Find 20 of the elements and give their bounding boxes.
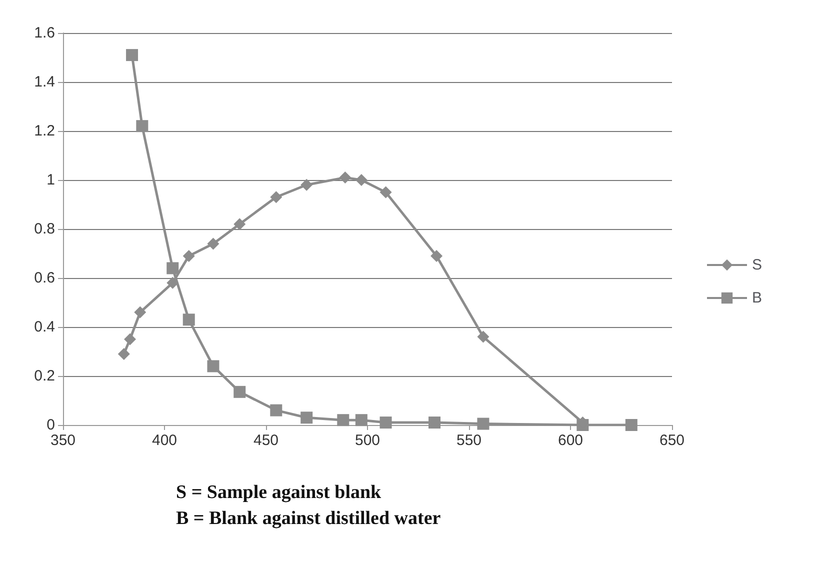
y-tick-label: 0.4 (34, 318, 55, 336)
legend-label: B (752, 290, 762, 306)
text: S = Sample against blank (176, 482, 382, 503)
y-tick-label: 1 (46, 172, 55, 188)
x-tick-label: 350 (50, 432, 76, 449)
y-tick-label: 0.6 (34, 270, 55, 286)
y-tick-label: 0 (46, 416, 55, 434)
x-tick-label: 550 (456, 432, 482, 449)
x-tick-label: 600 (558, 432, 584, 449)
y-tick-label: 1.4 (34, 74, 55, 90)
y-tick-label: 0.2 (34, 368, 55, 384)
y-tick-label: 0.8 (34, 220, 55, 238)
legend-label: S (752, 256, 762, 274)
text: B = Blank against distilled water (176, 508, 442, 529)
x-tick-label: 450 (253, 432, 279, 449)
y-tick-label: 1.2 (34, 122, 55, 140)
x-tick-label: 500 (354, 432, 380, 449)
x-tick-label: 650 (659, 432, 685, 449)
x-tick-label: 400 (152, 432, 178, 449)
y-tick-label: 1.6 (34, 24, 55, 42)
